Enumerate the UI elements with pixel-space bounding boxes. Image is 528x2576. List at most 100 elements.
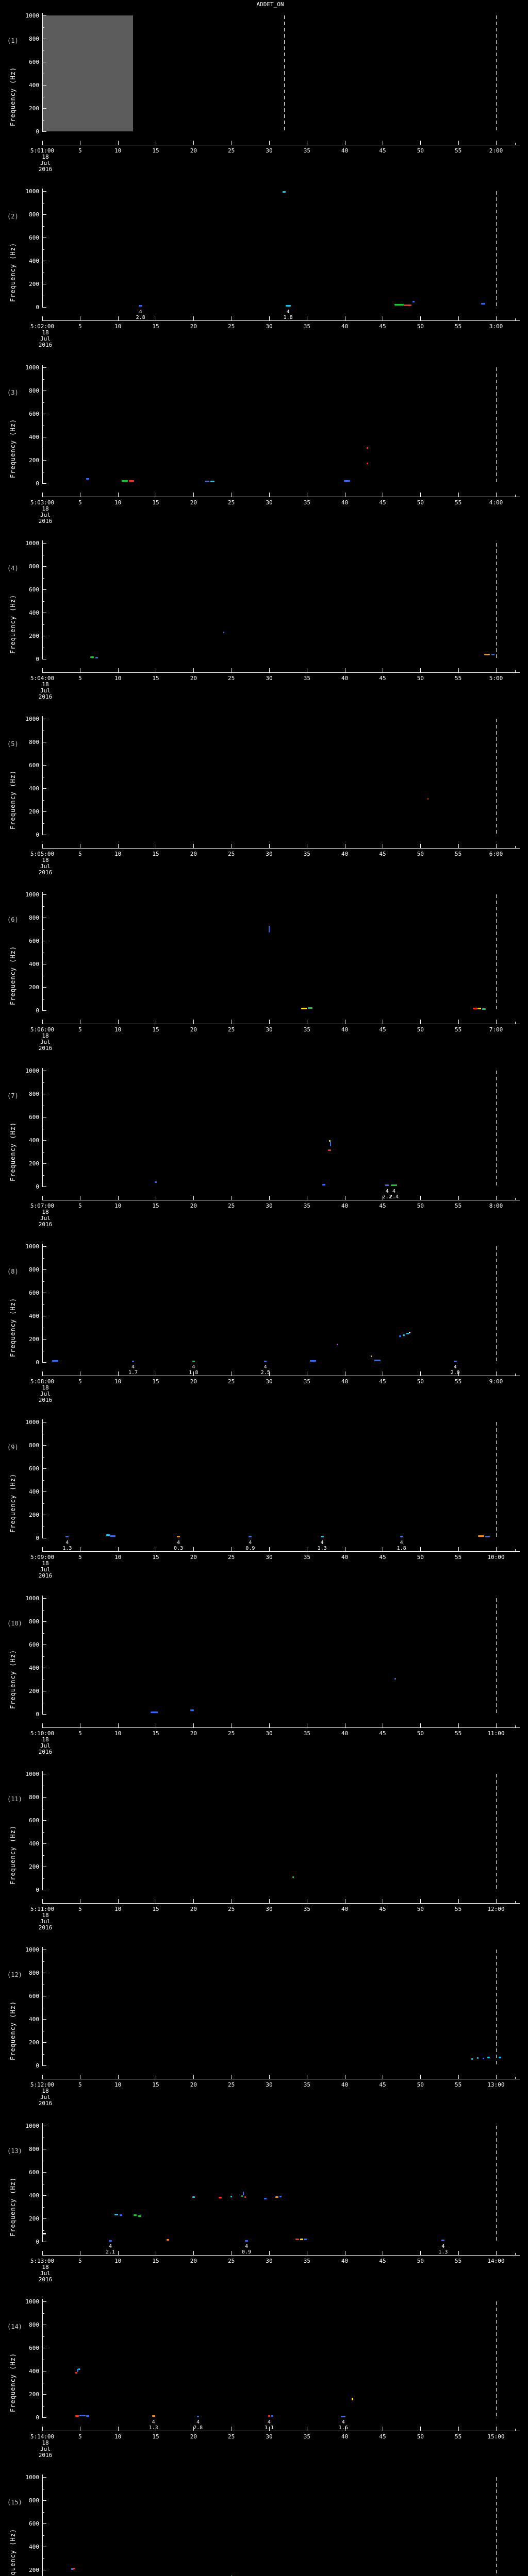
event-count-label: 4 xyxy=(152,2419,155,2425)
y-tick-label: 0 xyxy=(36,128,39,135)
y-minor-tick xyxy=(42,1961,44,1962)
event-label: 4 2.4 xyxy=(383,1189,405,1200)
y-axis xyxy=(42,1771,43,1890)
end-time-label: 2:00 xyxy=(489,147,503,154)
end-time-label: 3:00 xyxy=(489,323,503,330)
y-minor-tick xyxy=(42,2336,44,2337)
detection-event xyxy=(223,631,225,633)
x-tick xyxy=(193,1020,194,1024)
detection-event xyxy=(154,1181,157,1183)
x-tick xyxy=(420,316,421,320)
detection-event xyxy=(241,2195,243,2197)
detection-event xyxy=(394,1677,397,1680)
x-minor-tick xyxy=(515,1725,516,1727)
y-minor-tick xyxy=(42,27,44,28)
y-minor-tick xyxy=(42,800,44,801)
y-minor-tick xyxy=(42,1503,44,1504)
start-time-label: 5:14:00 xyxy=(30,2433,55,2440)
y-tick-label: 0 xyxy=(36,304,39,311)
x-tick xyxy=(269,1899,270,1903)
y-minor-tick xyxy=(42,2207,44,2208)
event-count-label: 4 xyxy=(192,1364,195,1370)
x-tick-label: 30 xyxy=(266,2081,273,2088)
detection-event xyxy=(264,2198,267,2200)
x-tick-label: 55 xyxy=(455,499,462,506)
detector-dashed-line xyxy=(496,2477,497,2576)
start-time-label: 5:11:00 xyxy=(30,1906,55,1912)
x-tick-label: 55 xyxy=(455,2081,462,2088)
date-label: 18 xyxy=(42,1209,49,1215)
frequency-axis-label: Frequency (Hz) xyxy=(9,594,16,654)
event-value-label: 0.9 xyxy=(245,1546,255,1551)
x-minor-tick xyxy=(515,1198,516,1200)
y-tick xyxy=(42,788,46,789)
y-tick-label: 400 xyxy=(29,609,39,616)
x-tick xyxy=(42,668,43,672)
x-tick xyxy=(118,1020,119,1024)
x-tick xyxy=(420,1547,421,1551)
y-axis xyxy=(42,1947,43,2066)
detection-event xyxy=(441,2240,445,2242)
x-tick-label: 15 xyxy=(152,1906,159,1912)
x-tick xyxy=(118,2075,119,2079)
x-tick-label: 15 xyxy=(152,2433,159,2440)
x-tick-label: 30 xyxy=(266,1202,273,1209)
event-value-label: 2.8 xyxy=(193,2425,203,2431)
y-tick xyxy=(42,15,46,16)
y-tick xyxy=(42,1362,46,1363)
event-count-label: 4 xyxy=(249,1540,252,1546)
x-tick xyxy=(420,1899,421,1903)
x-tick-label: 20 xyxy=(190,851,197,857)
y-tick-label: 1000 xyxy=(25,12,40,19)
x-tick xyxy=(458,1899,459,1903)
start-time-label: 5:05:00 xyxy=(30,851,55,857)
detection-event xyxy=(473,1008,477,1010)
y-tick xyxy=(42,2195,46,2196)
x-minor-tick xyxy=(515,2077,516,2079)
y-tick-label: 400 xyxy=(29,2192,39,2199)
y-tick xyxy=(42,2172,46,2173)
date-label: 2016 xyxy=(38,2276,53,2283)
x-tick-label: 40 xyxy=(341,147,349,154)
x-tick xyxy=(269,2075,270,2079)
y-minor-tick xyxy=(42,1832,44,1833)
y-axis xyxy=(42,2299,43,2418)
detector-dashed-line xyxy=(496,2126,497,2242)
x-tick-label: 45 xyxy=(379,147,386,154)
x-tick xyxy=(42,316,43,320)
detection-event xyxy=(301,1008,307,1010)
event-count-label: 4 xyxy=(263,1364,267,1370)
y-tick-label: 200 xyxy=(29,1336,39,1343)
frequency-axis-label: Frequency (Hz) xyxy=(9,1825,16,1885)
detection-event xyxy=(177,1536,180,1538)
y-tick xyxy=(42,1269,46,1270)
event-count-label: 4 xyxy=(453,1364,457,1370)
y-tick-label: 400 xyxy=(29,434,39,440)
x-tick xyxy=(118,2251,119,2255)
detector-dashed-line xyxy=(496,1246,497,1362)
y-tick xyxy=(42,483,46,484)
x-tick-label: 10 xyxy=(114,1026,122,1033)
date-label: Jul xyxy=(40,863,51,870)
y-tick xyxy=(42,566,46,567)
x-tick xyxy=(42,2075,43,2079)
detector-dashed-line xyxy=(496,15,497,131)
x-tick xyxy=(496,141,497,145)
y-axis xyxy=(42,2123,43,2242)
x-tick xyxy=(458,141,459,145)
detector-dashed-line xyxy=(496,191,497,307)
detection-event xyxy=(336,1343,338,1345)
y-tick xyxy=(42,2065,46,2066)
x-tick-label: 40 xyxy=(341,499,349,506)
detection-event xyxy=(109,1535,116,1537)
y-tick-label: 800 xyxy=(29,1266,39,1273)
y-minor-tick xyxy=(42,1175,44,1176)
x-tick xyxy=(118,1371,119,1376)
x-tick-label: 15 xyxy=(152,851,159,857)
x-tick-label: 25 xyxy=(228,323,235,330)
x-tick-label: 40 xyxy=(341,675,349,682)
detection-event xyxy=(192,2196,195,2198)
event-value-label: 0.3 xyxy=(173,1546,184,1551)
x-tick-label: 20 xyxy=(190,1378,197,1385)
x-tick xyxy=(269,316,270,320)
